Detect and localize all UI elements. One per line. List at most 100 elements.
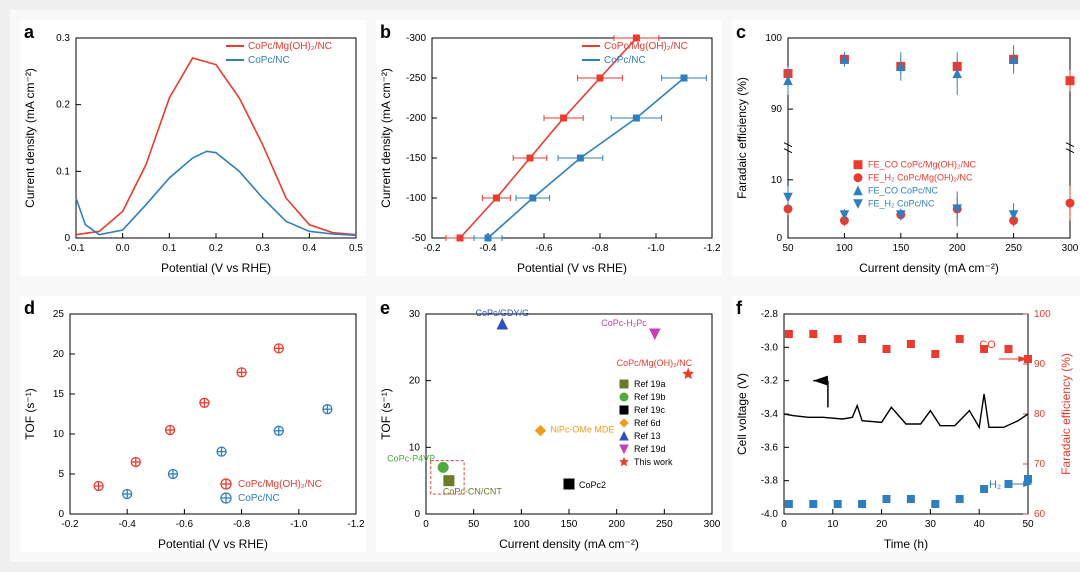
- svg-text:0.1: 0.1: [162, 243, 176, 254]
- svg-text:-100: -100: [406, 193, 426, 204]
- svg-text:CoPc/NC: CoPc/NC: [248, 55, 290, 66]
- svg-text:H₂: H₂: [989, 479, 1001, 491]
- svg-text:50: 50: [782, 243, 794, 254]
- svg-text:20: 20: [876, 519, 888, 530]
- svg-text:40: 40: [974, 519, 986, 530]
- svg-text:CoPc/GDY/G: CoPc/GDY/G: [476, 308, 530, 318]
- svg-text:150: 150: [561, 519, 578, 530]
- svg-text:0: 0: [423, 519, 429, 530]
- svg-text:50: 50: [468, 519, 480, 530]
- svg-text:-1.2: -1.2: [703, 243, 721, 254]
- svg-text:300: 300: [1062, 243, 1079, 254]
- svg-text:CoPc/Mg(OH)₂/NC: CoPc/Mg(OH)₂/NC: [604, 41, 688, 52]
- svg-text:200: 200: [608, 519, 625, 530]
- svg-text:CoPc-CN/CNT: CoPc-CN/CNT: [443, 487, 503, 497]
- panel-b: b -0.2-0.4-0.6-0.8-1.0-1.2-50-100-150-20…: [376, 20, 722, 276]
- svg-text:80: 80: [1034, 409, 1046, 420]
- svg-text:-1.0: -1.0: [290, 519, 308, 530]
- svg-text:100: 100: [1034, 309, 1051, 320]
- svg-text:-0.2: -0.2: [423, 243, 441, 254]
- svg-text:100: 100: [836, 243, 853, 254]
- svg-text:50: 50: [1022, 519, 1034, 530]
- svg-text:Potential (V vs RHE): Potential (V vs RHE): [158, 537, 268, 551]
- svg-text:0: 0: [414, 509, 420, 520]
- svg-text:-250: -250: [406, 73, 426, 84]
- svg-text:30: 30: [409, 309, 421, 320]
- figure-container: a -0.10.00.10.20.30.40.500.10.20.3Potent…: [10, 10, 1080, 562]
- svg-text:-0.6: -0.6: [176, 519, 194, 530]
- svg-text:Cell voltage (V): Cell voltage (V): [735, 373, 749, 455]
- svg-text:0.2: 0.2: [56, 100, 70, 111]
- svg-text:200: 200: [949, 243, 966, 254]
- svg-text:0: 0: [776, 233, 782, 244]
- panel-e: e 0501001502002503000102030Current densi…: [376, 296, 722, 552]
- svg-text:-3.4: -3.4: [761, 409, 779, 420]
- svg-text:-3.0: -3.0: [761, 342, 779, 353]
- panel-b-label: b: [380, 22, 391, 43]
- svg-text:CoPc/Mg(OH)₂/NC: CoPc/Mg(OH)₂/NC: [238, 479, 322, 490]
- svg-text:Potential (V vs RHE): Potential (V vs RHE): [517, 261, 627, 275]
- panel-a-svg: -0.10.00.10.20.30.40.500.10.20.3Potentia…: [20, 20, 366, 276]
- svg-text:-200: -200: [406, 113, 426, 124]
- svg-text:-0.8: -0.8: [591, 243, 609, 254]
- svg-text:CoPc-H₂Pc: CoPc-H₂Pc: [601, 318, 647, 328]
- svg-text:-150: -150: [406, 153, 426, 164]
- svg-text:-3.2: -3.2: [761, 376, 779, 387]
- panel-f-svg: 01020304050-4.0-3.8-3.6-3.4-3.2-3.0-2.86…: [732, 296, 1080, 552]
- svg-text:150: 150: [892, 243, 909, 254]
- svg-text:Faradaic efficiency (%): Faradaic efficiency (%): [1059, 353, 1073, 475]
- svg-text:-0.6: -0.6: [535, 243, 553, 254]
- svg-text:15: 15: [53, 389, 65, 400]
- svg-text:Ref 19d: Ref 19d: [634, 444, 666, 454]
- svg-text:Current density (mA cm⁻²): Current density (mA cm⁻²): [379, 68, 393, 208]
- panel-d-label: d: [24, 298, 35, 319]
- svg-text:CO: CO: [979, 339, 996, 351]
- svg-text:Ref 19b: Ref 19b: [634, 392, 666, 402]
- svg-text:25: 25: [53, 309, 65, 320]
- svg-text:TOF (s⁻¹): TOF (s⁻¹): [23, 388, 37, 439]
- svg-text:0.1: 0.1: [56, 166, 70, 177]
- svg-text:0.4: 0.4: [302, 243, 316, 254]
- panel-d-svg: -0.2-0.4-0.6-0.8-1.0-1.20510152025Potent…: [20, 296, 366, 552]
- svg-text:90: 90: [771, 104, 783, 115]
- svg-text:Current density (mA cm⁻²): Current density (mA cm⁻²): [859, 261, 999, 275]
- svg-text:-0.4: -0.4: [479, 243, 497, 254]
- panel-c-label: c: [736, 22, 746, 43]
- svg-text:Faradaic efficiency (%): Faradaic efficiency (%): [735, 77, 749, 199]
- svg-text:Current density (mA cm⁻²): Current density (mA cm⁻²): [499, 537, 639, 551]
- svg-text:-1.2: -1.2: [347, 519, 365, 530]
- svg-text:NiPc-OMe MDE: NiPc-OMe MDE: [550, 425, 614, 435]
- panel-c: c 5010015020025030090100010Current densi…: [732, 20, 1080, 276]
- svg-text:-2.8: -2.8: [761, 309, 779, 320]
- svg-text:Potential (V vs RHE): Potential (V vs RHE): [161, 261, 271, 275]
- svg-text:Ref 19a: Ref 19a: [634, 379, 666, 389]
- svg-text:10: 10: [53, 429, 65, 440]
- svg-text:100: 100: [513, 519, 530, 530]
- svg-text:FE_H₂ CoPc/Mg(OH)₂/NC: FE_H₂ CoPc/Mg(OH)₂/NC: [868, 173, 973, 183]
- svg-text:-3.8: -3.8: [761, 476, 779, 487]
- svg-text:-3.6: -3.6: [761, 442, 779, 453]
- panel-d: d -0.2-0.4-0.6-0.8-1.0-1.20510152025Pote…: [20, 296, 366, 552]
- svg-text:-0.4: -0.4: [119, 519, 137, 530]
- svg-text:Ref 6d: Ref 6d: [634, 418, 661, 428]
- panel-c-svg: 5010015020025030090100010Current density…: [732, 20, 1080, 276]
- svg-text:0: 0: [58, 509, 64, 520]
- svg-text:CoPc/Mg(OH)₂/NC: CoPc/Mg(OH)₂/NC: [617, 358, 693, 368]
- panel-f-label: f: [736, 298, 742, 319]
- svg-text:CoPc2: CoPc2: [579, 480, 606, 490]
- panel-a-label: a: [24, 22, 34, 43]
- svg-text:30: 30: [925, 519, 937, 530]
- svg-text:10: 10: [771, 175, 783, 186]
- svg-text:10: 10: [827, 519, 839, 530]
- panel-e-svg: 0501001502002503000102030Current density…: [376, 296, 722, 552]
- svg-text:-0.2: -0.2: [61, 519, 79, 530]
- svg-text:90: 90: [1034, 359, 1046, 370]
- svg-text:300: 300: [704, 519, 721, 530]
- svg-text:100: 100: [765, 33, 782, 44]
- svg-text:-300: -300: [406, 33, 426, 44]
- panel-b-svg: -0.2-0.4-0.6-0.8-1.0-1.2-50-100-150-200-…: [376, 20, 722, 276]
- panel-a: a -0.10.00.10.20.30.40.500.10.20.3Potent…: [20, 20, 366, 276]
- svg-text:250: 250: [656, 519, 673, 530]
- svg-text:FE_CO CoPc/NC: FE_CO CoPc/NC: [868, 186, 939, 196]
- panel-e-label: e: [380, 298, 390, 319]
